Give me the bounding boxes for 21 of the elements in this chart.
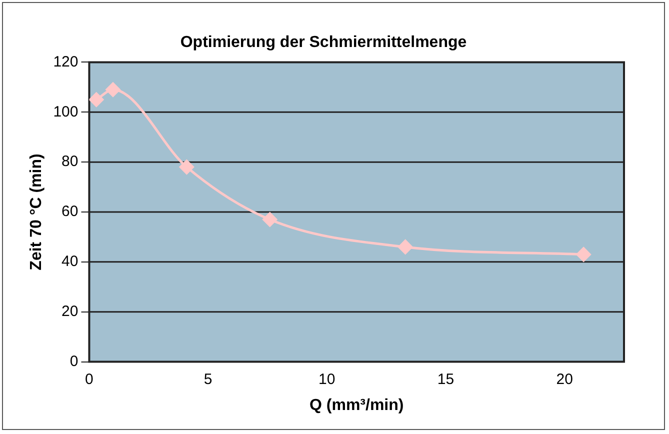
x-tick-label: 10 (318, 370, 336, 388)
point (398, 240, 413, 254)
x-tick-label: 15 (437, 370, 454, 388)
x-tick-label: 5 (204, 370, 212, 388)
point (576, 247, 591, 262)
x-tick-label: 20 (556, 370, 573, 388)
x-tick-label: 0 (85, 370, 94, 388)
y-tick-label: 100 (53, 103, 78, 120)
point (106, 82, 120, 97)
y-tick-label: 20 (62, 303, 78, 320)
y-tick-label: 40 (62, 253, 78, 270)
chart-title: Optimierung der Schmiermittelmenge (180, 34, 467, 52)
y-tick-label: 60 (62, 203, 78, 220)
y-tick-label: 80 (62, 153, 78, 170)
x-axis-title: Q (mm³/min) (310, 396, 404, 414)
point (89, 92, 104, 107)
point (179, 160, 194, 174)
y-axis-title: Zeit 70 °C (min) (28, 154, 46, 270)
y-tick-label: 120 (53, 53, 78, 70)
point (262, 212, 278, 227)
y-tick-label: 0 (70, 352, 78, 370)
